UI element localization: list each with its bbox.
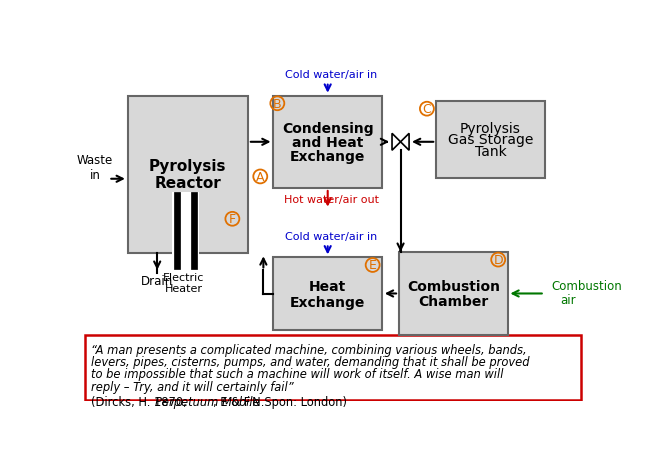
Text: “A man presents a complicated machine, combining various wheels, bands,: “A man presents a complicated machine, c…: [91, 343, 527, 356]
Bar: [399, 253, 508, 335]
Bar: [274, 97, 382, 189]
Text: Pyrolysis: Pyrolysis: [149, 158, 227, 173]
Text: Tank: Tank: [474, 145, 506, 159]
Text: A: A: [256, 170, 265, 184]
Text: Exchange: Exchange: [290, 149, 365, 163]
Bar: [274, 258, 382, 331]
Text: B: B: [273, 97, 281, 110]
Text: Combustion: Combustion: [407, 279, 500, 293]
Bar: [436, 102, 545, 179]
Text: , E & F.N.Spon: London): , E & F.N.Spon: London): [213, 395, 346, 408]
Text: Cold water/air in: Cold water/air in: [285, 231, 378, 241]
Bar: [172, 193, 199, 269]
Text: Reactor: Reactor: [155, 175, 221, 190]
Text: Condensing: Condensing: [282, 122, 374, 136]
Text: air: air: [560, 294, 576, 307]
Text: Waste
in: Waste in: [77, 154, 113, 182]
Text: Pyrolysis: Pyrolysis: [460, 122, 521, 136]
Text: reply – Try, and it will certainly fail”: reply – Try, and it will certainly fail”: [91, 380, 294, 393]
Text: D: D: [493, 253, 503, 267]
Bar: [85, 335, 581, 400]
Text: Electric
Heater: Electric Heater: [163, 272, 205, 294]
Text: levers, pipes, cisterns, pumps, and water, demanding that it shall be proved: levers, pipes, cisterns, pumps, and wate…: [91, 355, 530, 368]
Text: Exchange: Exchange: [290, 295, 365, 309]
Text: Chamber: Chamber: [418, 295, 488, 308]
Text: F: F: [229, 213, 236, 226]
Text: to be impossible that such a machine will work of itself. A wise man will: to be impossible that such a machine wil…: [91, 368, 504, 381]
Bar: [128, 97, 248, 254]
Text: C: C: [422, 103, 432, 116]
Text: Combustion: Combustion: [552, 280, 623, 293]
Bar: [191, 193, 197, 269]
Text: Perpetuum Mobile: Perpetuum Mobile: [155, 395, 260, 408]
Text: Cold water/air in: Cold water/air in: [285, 70, 378, 80]
Polygon shape: [392, 134, 400, 151]
Polygon shape: [400, 134, 409, 151]
Bar: [174, 193, 180, 269]
Text: Heat: Heat: [309, 280, 346, 294]
Text: and Heat: and Heat: [292, 135, 363, 149]
Text: Drain: Drain: [141, 274, 174, 287]
Text: Hot water/air out: Hot water/air out: [284, 194, 379, 204]
Text: Gas Storage: Gas Storage: [448, 133, 533, 147]
Text: (Dircks, H. 1870,: (Dircks, H. 1870,: [91, 395, 190, 408]
Text: E: E: [369, 259, 376, 272]
